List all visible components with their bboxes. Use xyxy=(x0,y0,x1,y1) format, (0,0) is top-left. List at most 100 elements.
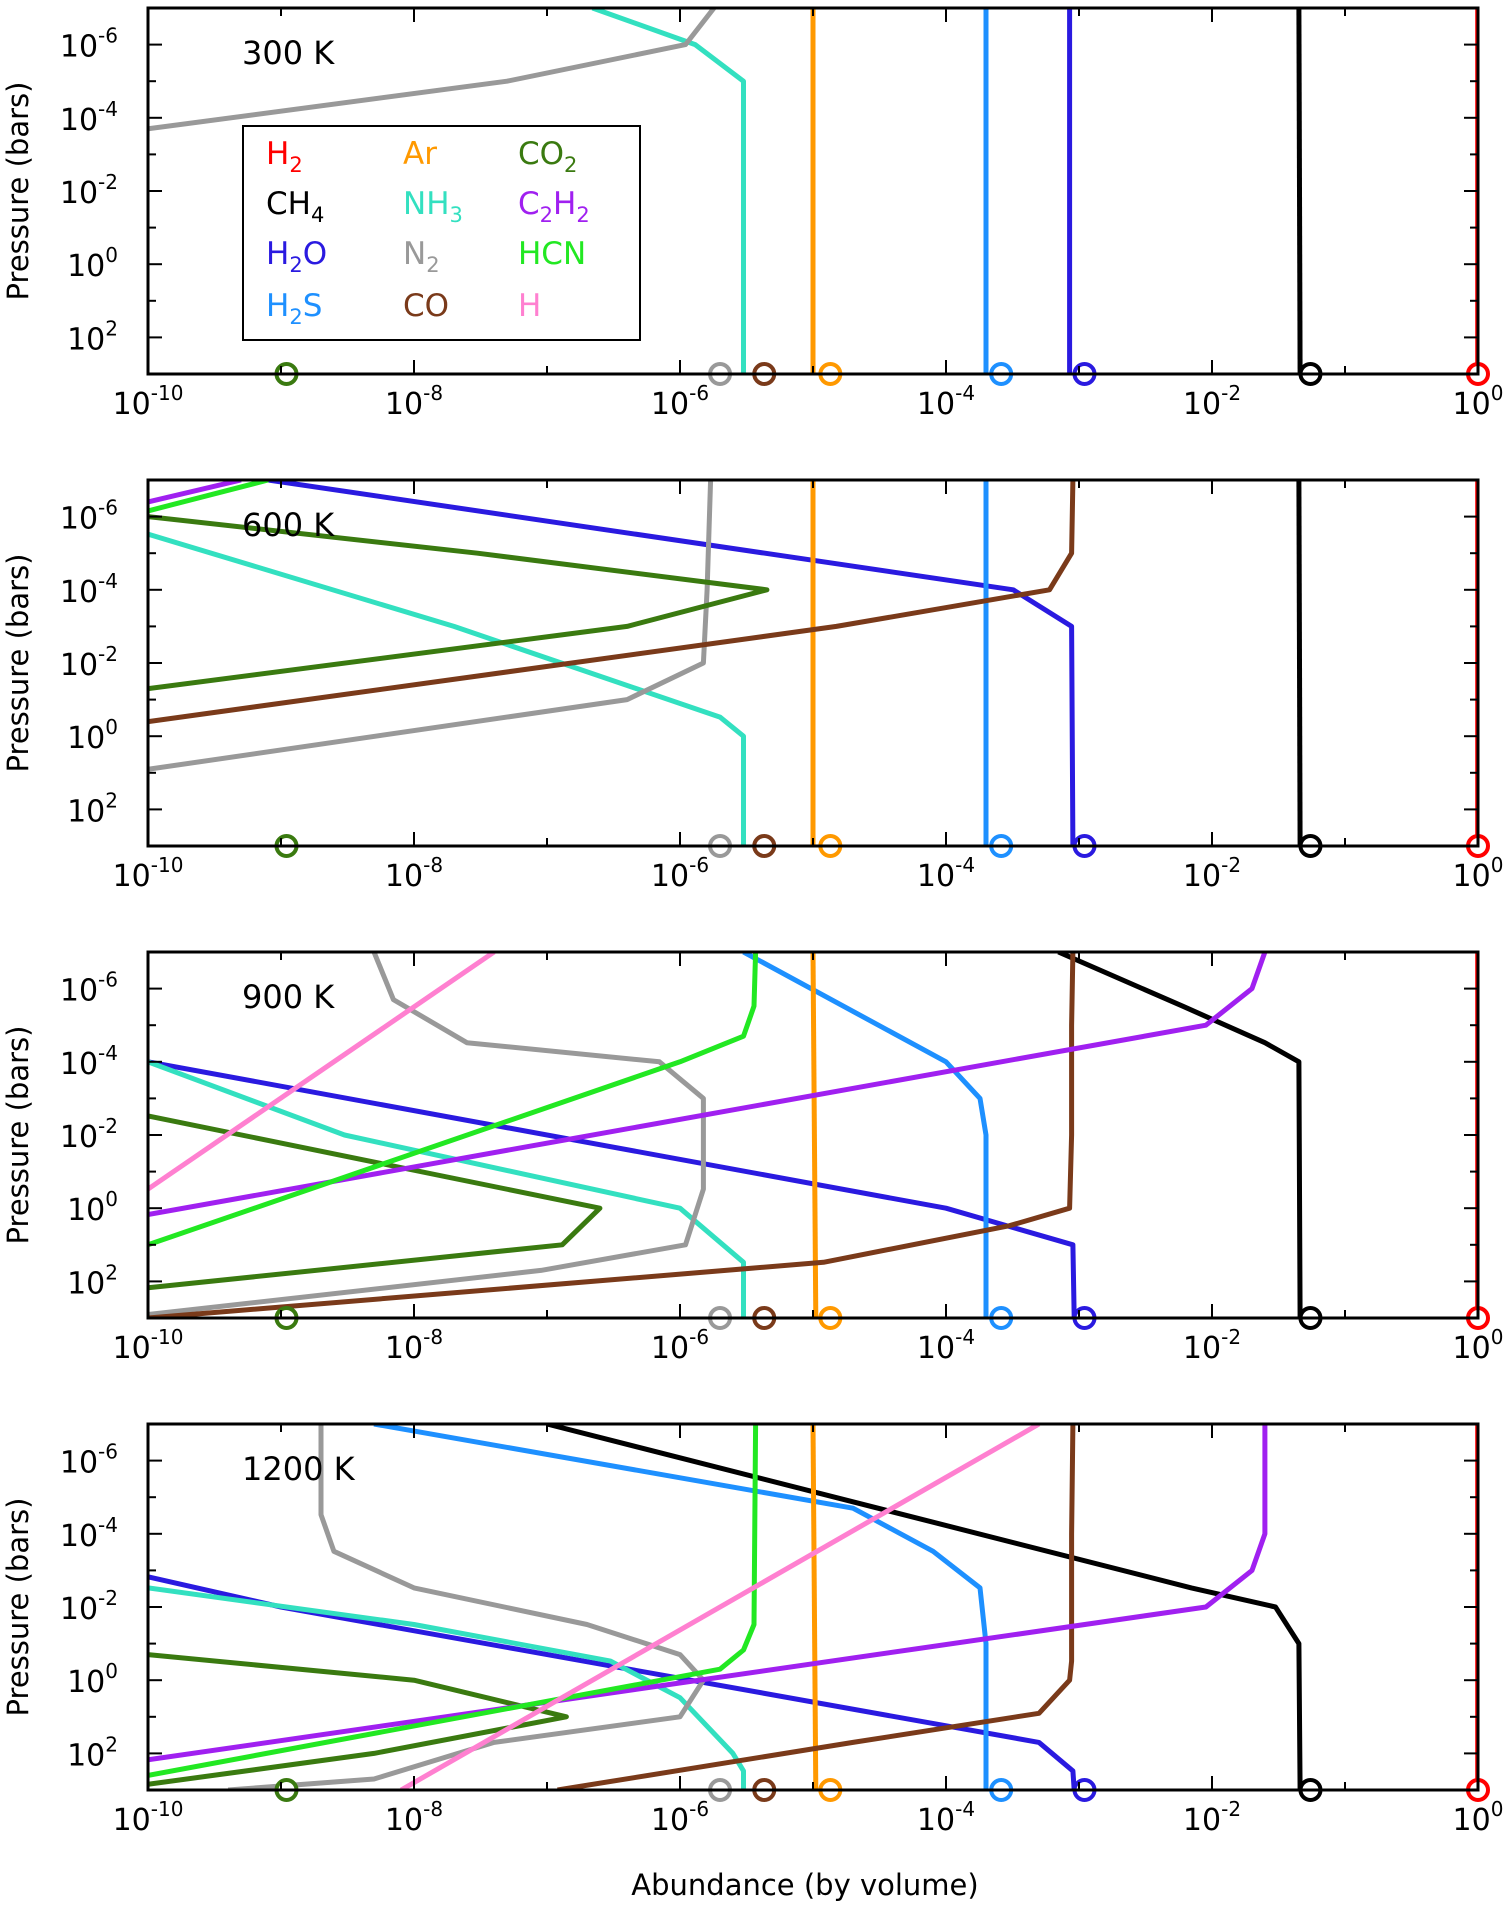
x-tick-label: 100 xyxy=(1453,1797,1503,1838)
chart-panel-2: 10-10 10-8 10-6 10-4 10-2 100 10-6 10-4 10-2 100 1… xyxy=(1,478,1503,894)
series-line-h2o xyxy=(148,1574,1077,1790)
series-group xyxy=(148,480,1478,846)
series-line-n2 xyxy=(227,1424,706,1790)
legend-entry: H2 xyxy=(266,136,303,177)
series-group xyxy=(148,952,1478,1318)
series-line-h2s xyxy=(373,1424,989,1790)
chart-panel-1: 10-10 10-8 10-6 10-4 10-2 100 10-6 10-4 10-2 100 1… xyxy=(1,6,1503,422)
x-tick-label: 10-4 xyxy=(917,853,975,894)
series-line-n2 xyxy=(148,8,716,132)
series-line-ch4 xyxy=(1057,952,1303,1318)
x-tick-label: 10-10 xyxy=(113,853,184,894)
series-line-ar xyxy=(810,1424,819,1790)
y-tick-label: 10-2 xyxy=(60,642,118,683)
legend-entry: H2S xyxy=(266,288,322,329)
y-tick-label: 10-2 xyxy=(60,1114,118,1155)
y-axis-title: Pressure (bars) xyxy=(1,1026,35,1245)
series-line-co2 xyxy=(148,1113,603,1291)
series-line-hcn xyxy=(148,952,759,1248)
series-line-hcn xyxy=(148,1424,759,1778)
series-line-co2 xyxy=(148,1652,569,1787)
x-tick-label: 10-4 xyxy=(917,1797,975,1838)
series-line-ch4 xyxy=(546,1424,1303,1790)
series-line-co xyxy=(148,480,1076,725)
temperature-label: 300 K xyxy=(242,34,335,72)
legend-entry: CH4 xyxy=(266,186,324,227)
y-tick-label: 102 xyxy=(67,1732,118,1773)
legend-entry: Ar xyxy=(403,136,437,172)
y-tick-label: 10-4 xyxy=(60,97,118,138)
y-tick-label: 10-6 xyxy=(60,24,118,65)
y-tick-label: 10-4 xyxy=(60,1513,118,1554)
y-tick-label: 102 xyxy=(67,1260,118,1301)
y-tick-label: 102 xyxy=(67,316,118,357)
chart-panel-4: 10-10 10-8 10-6 10-4 10-2 100 10-6 10-4 10-2 100 1… xyxy=(1,1422,1503,1838)
x-tick-label: 10-8 xyxy=(385,381,443,422)
series-line-nh3 xyxy=(591,8,746,374)
legend-entry: CO xyxy=(403,288,449,324)
legend-box xyxy=(242,125,641,341)
series-line-ch4 xyxy=(1296,8,1303,374)
y-tick-label: 100 xyxy=(67,1187,118,1228)
series-line-h xyxy=(399,1424,1041,1790)
x-tick-label: 10-4 xyxy=(917,381,975,422)
x-tick-label: 10-4 xyxy=(917,1325,975,1366)
series-line-co2 xyxy=(148,514,770,692)
series-line-h2s xyxy=(742,952,989,1318)
series-line-h2o xyxy=(267,480,1076,846)
y-tick-label: 100 xyxy=(67,715,118,756)
temperature-label: 600 K xyxy=(242,506,335,544)
x-tick-label: 10-10 xyxy=(113,381,184,422)
y-axis-title: Pressure (bars) xyxy=(1,82,35,301)
x-tick-label: 100 xyxy=(1453,853,1503,894)
x-tick-label: 10-6 xyxy=(651,381,709,422)
series-line-c2h2 xyxy=(148,480,242,505)
series-line-n2 xyxy=(148,480,714,772)
series-line-c2h2 xyxy=(148,1424,1268,1763)
legend-entry: HCN xyxy=(518,236,586,272)
series-line-ar xyxy=(810,952,819,1318)
series-line-co xyxy=(557,1424,1076,1790)
legend-entry: H2O xyxy=(266,236,327,277)
y-tick-label: 10-2 xyxy=(60,1586,118,1627)
y-tick-label: 10-6 xyxy=(60,1440,118,1481)
series-line-nh3 xyxy=(148,531,746,846)
x-tick-label: 10-6 xyxy=(651,853,709,894)
x-tick-label: 10-8 xyxy=(385,1797,443,1838)
legend-entry: NH3 xyxy=(403,186,463,227)
y-tick-label: 10-4 xyxy=(60,1041,118,1082)
legend-entry: N2 xyxy=(403,236,440,277)
series-line-hcn xyxy=(148,480,269,514)
y-axis-title: Pressure (bars) xyxy=(1,554,35,773)
x-tick-label: 10-10 xyxy=(113,1325,184,1366)
y-tick-label: 10-2 xyxy=(60,170,118,211)
series-line-n2 xyxy=(148,952,706,1317)
y-tick-label: 10-6 xyxy=(60,496,118,537)
x-tick-label: 10-8 xyxy=(385,853,443,894)
legend: H2 CH4 H2O H2S Ar NH3 N2 CO CO2 C2H2 HCN H xyxy=(242,125,641,341)
temperature-label: 1200 K xyxy=(242,1450,356,1488)
series-line-nh3 xyxy=(148,1585,746,1790)
x-tick-label: 10-8 xyxy=(385,1325,443,1366)
legend-entry: C2H2 xyxy=(518,186,590,227)
series-line-c2h2 xyxy=(148,952,1268,1218)
y-tick-label: 100 xyxy=(67,1659,118,1700)
x-tick-label: 10-10 xyxy=(113,1797,184,1838)
temperature-label: 900 K xyxy=(242,978,335,1016)
x-tick-label: 10-6 xyxy=(651,1325,709,1366)
x-tick-label: 100 xyxy=(1453,381,1503,422)
y-axis-title: Pressure (bars) xyxy=(1,1498,35,1717)
series-line-nh3 xyxy=(148,1059,746,1318)
series-line-h xyxy=(148,952,496,1192)
series-group xyxy=(148,8,1478,374)
legend-entry: H xyxy=(518,288,541,324)
y-tick-label: 102 xyxy=(67,788,118,829)
y-tick-label: 10-6 xyxy=(60,968,118,1009)
y-tick-label: 100 xyxy=(67,243,118,284)
x-axis-title: Abundance (by volume) xyxy=(631,1868,978,1902)
x-tick-label: 10-2 xyxy=(1183,1325,1241,1366)
x-tick-label: 10-2 xyxy=(1183,853,1241,894)
chart-panel-3: 10-10 10-8 10-6 10-4 10-2 100 10-6 10-4 10-2 100 1… xyxy=(1,950,1503,1366)
